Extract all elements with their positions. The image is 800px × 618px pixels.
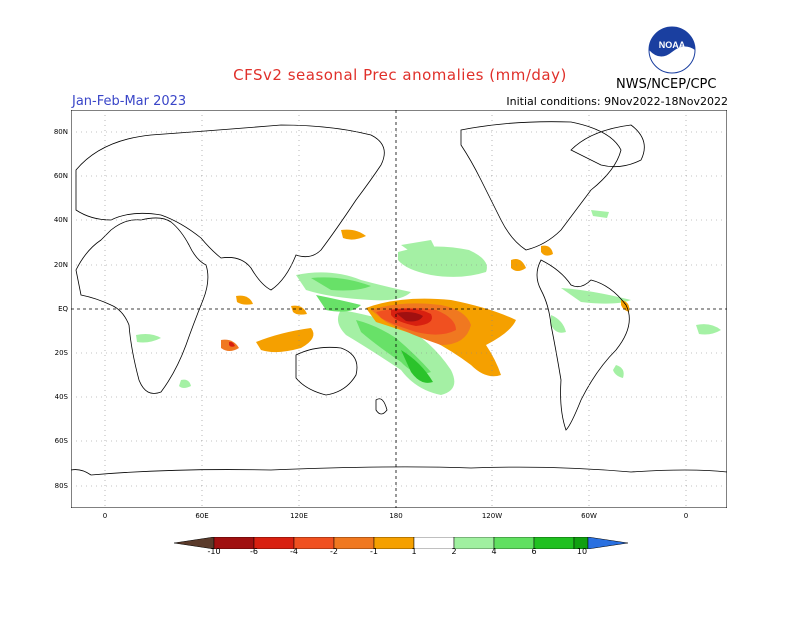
lat-label: 20N (53, 261, 68, 269)
lon-label: 0 (102, 512, 108, 520)
lon-label: 60E (195, 512, 209, 520)
colorbar-swatch (293, 536, 335, 550)
colorbar-label: -10 (207, 547, 221, 556)
colorbar-swatch (493, 536, 535, 550)
lat-label: 40S (54, 393, 68, 401)
lat-label: 20S (54, 349, 68, 357)
colorbar-label: -1 (370, 547, 378, 556)
anomaly-map (70, 109, 728, 509)
lat-label: 80S (54, 482, 68, 490)
colorbar-label: 6 (531, 547, 537, 556)
colorbar-label: 10 (576, 547, 588, 556)
colorbar-swatch (253, 536, 295, 550)
colorbar-swatch (373, 536, 415, 550)
lon-label: 0 (683, 512, 689, 520)
initial-conditions: Initial conditions: 9Nov2022-18Nov2022 (506, 95, 728, 108)
lat-label: 60N (53, 172, 68, 180)
colorbar-swatch (453, 536, 495, 550)
season-label: Jan-Feb-Mar 2023 (72, 94, 187, 109)
colorbar-label: -4 (290, 547, 298, 556)
colorbar-swatch (333, 536, 375, 550)
lon-label: 120E (290, 512, 308, 520)
lat-label: EQ (58, 305, 68, 313)
colorbar-label: -6 (250, 547, 258, 556)
colorbar (173, 534, 629, 556)
org-label: NWS/NCEP/CPC (616, 77, 717, 92)
chart-title: CFSv2 seasonal Prec anomalies (mm/day) (233, 66, 567, 84)
lat-label: 40N (53, 216, 68, 224)
colorbar-label: 1 (411, 547, 417, 556)
coastlines (70, 121, 728, 476)
lon-label: 180 (389, 512, 403, 520)
colorbar-swatch (413, 536, 455, 550)
colorbar-label: 4 (491, 547, 497, 556)
lon-label: 60W (581, 512, 597, 520)
lat-label: 80N (53, 128, 68, 136)
colorbar-arrow-right (587, 536, 629, 550)
colorbar-swatch (533, 536, 575, 550)
colorbar-label: 2 (451, 547, 457, 556)
lon-label: 120W (481, 512, 503, 520)
noaa-logo: NOAA (648, 26, 696, 74)
lat-label: 60S (54, 437, 68, 445)
colorbar-label: -2 (330, 547, 338, 556)
logo-text: NOAA (659, 40, 686, 50)
dry-anomalies (221, 229, 630, 377)
